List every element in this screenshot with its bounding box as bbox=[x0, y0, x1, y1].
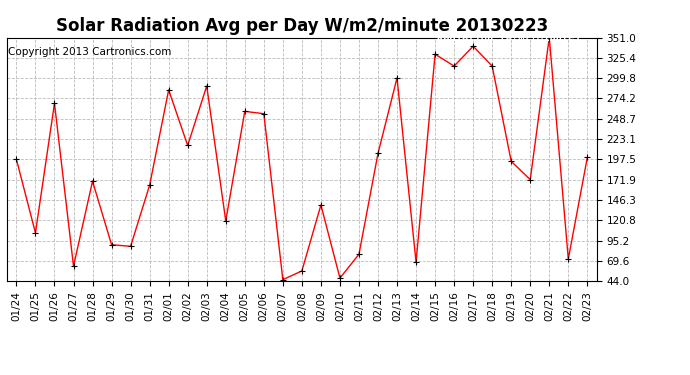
Title: Solar Radiation Avg per Day W/m2/minute 20130223: Solar Radiation Avg per Day W/m2/minute … bbox=[56, 16, 548, 34]
Text: Copyright 2013 Cartronics.com: Copyright 2013 Cartronics.com bbox=[8, 47, 172, 57]
Text: Radiation (W/m2/Minute): Radiation (W/m2/Minute) bbox=[437, 33, 581, 44]
